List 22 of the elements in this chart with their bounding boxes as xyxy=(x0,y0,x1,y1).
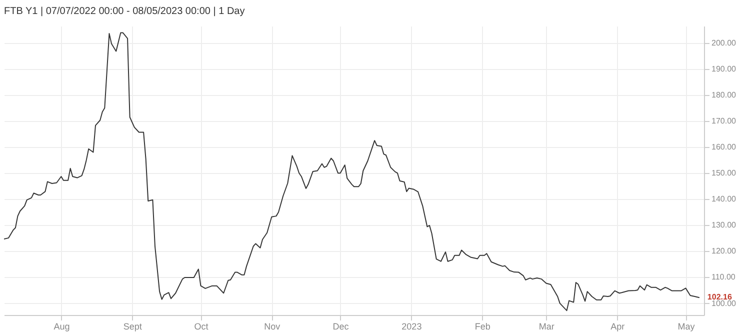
x-tick-label: Nov xyxy=(264,322,281,332)
y-tick-label: 120.00 xyxy=(712,246,737,256)
x-tick-label: 2023 xyxy=(402,322,422,332)
y-tick-label: 150.00 xyxy=(712,168,737,178)
chart-title: FTB Y1 | 07/07/2022 00:00 - 08/05/2023 00:00 | 1 Day xyxy=(4,6,245,17)
y-tick-label: 160.00 xyxy=(712,142,737,152)
y-tick-label: 130.00 xyxy=(712,220,737,230)
x-tick-label: Oct xyxy=(194,322,209,332)
x-tick-label: Dec xyxy=(332,322,350,332)
x-tick-label: Apr xyxy=(610,322,625,332)
x-tick-label: Feb xyxy=(474,322,490,332)
y-tick-label: 170.00 xyxy=(712,116,737,126)
x-tick-label: May xyxy=(678,322,696,332)
x-tick-label: Sept xyxy=(123,322,142,332)
y-tick-label: 180.00 xyxy=(712,90,737,100)
y-tick-label: 200.00 xyxy=(712,38,737,48)
y-tick-label: 190.00 xyxy=(712,64,737,74)
y-tick-label: 140.00 xyxy=(712,194,737,204)
x-tick-label: Aug xyxy=(54,322,70,332)
y-tick-label: 110.00 xyxy=(712,272,736,282)
line-series xyxy=(4,32,700,312)
x-tick-label: Mar xyxy=(538,322,554,332)
